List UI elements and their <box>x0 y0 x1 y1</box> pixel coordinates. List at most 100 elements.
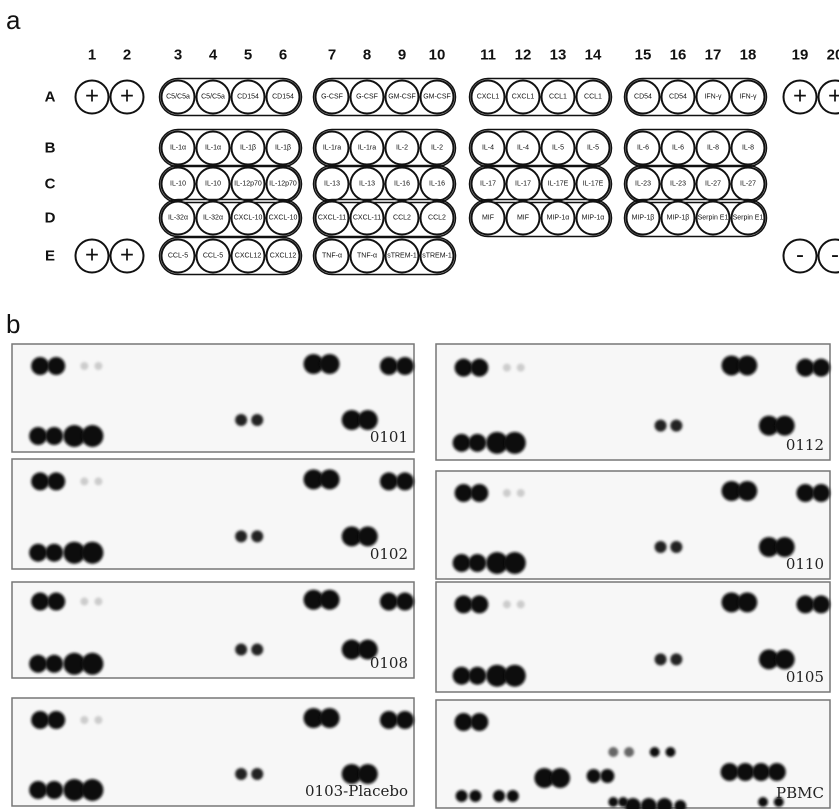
blot-dot <box>812 359 830 377</box>
blot-dot <box>768 763 786 781</box>
spot-label: sTREM-1 <box>387 253 417 260</box>
spot-label: IL-17 <box>515 181 531 188</box>
blot-dot <box>235 530 247 542</box>
spot-label: IL-12p70 <box>269 181 297 188</box>
blot-dot <box>468 434 486 452</box>
blot-dot <box>600 769 614 783</box>
spot-label: TNF-α <box>322 253 342 260</box>
blot: 0105 <box>436 582 830 692</box>
figure: a b 1234567891011121314151617181920A++C5… <box>0 0 839 809</box>
blot-dot <box>650 747 660 757</box>
spot-label: IL-27 <box>740 181 756 188</box>
blot-dot <box>31 711 49 729</box>
spot-label: TNF-α <box>357 253 377 260</box>
spot-label: CCL2 <box>428 215 446 222</box>
blot-dot <box>670 541 682 553</box>
blot-dot <box>453 554 471 572</box>
spot-label: IL-1α <box>170 145 186 152</box>
blot-dot <box>504 665 526 687</box>
blot-dot <box>469 790 481 802</box>
blot-dot <box>358 764 378 784</box>
blot-label: 0102 <box>370 545 408 563</box>
spot-label: + <box>85 83 99 110</box>
column-number: 13 <box>550 47 567 64</box>
spot-label: + <box>85 242 99 269</box>
blot-dot <box>665 747 675 757</box>
spot-label: IL-17E <box>548 181 569 188</box>
spot-label: MIF <box>517 215 529 222</box>
blot-label: 0112 <box>786 436 824 454</box>
spot-label: Serpin E1 <box>733 215 764 222</box>
spot-label: CXCL-10 <box>269 215 298 222</box>
blot-label: 0105 <box>786 668 824 686</box>
blot-dot <box>796 595 814 613</box>
blot: 0101 <box>12 344 414 452</box>
column-number: 4 <box>209 47 218 64</box>
blot-dot <box>81 425 103 447</box>
blot-dot <box>758 797 768 807</box>
blot-dot <box>775 537 795 557</box>
row-label: C <box>45 176 56 193</box>
blot-dot <box>235 768 247 780</box>
row-label: B <box>45 140 56 157</box>
column-number: 8 <box>363 47 371 64</box>
spot-label: CXCL-11 <box>353 215 381 222</box>
spot-label: MIP-1β <box>667 215 690 222</box>
blot-dot <box>320 469 340 489</box>
spot-label: CCL1 <box>584 94 602 101</box>
spot-label: MIP-1α <box>582 215 605 222</box>
spot-label: sTREM-1 <box>422 253 452 260</box>
blot-label: 0103-Placebo <box>305 782 408 800</box>
spot-label: IL-2 <box>396 145 408 152</box>
spot-label: MIP-1α <box>547 215 570 222</box>
blot-dot <box>493 790 505 802</box>
spot-label: IL-23 <box>635 181 651 188</box>
blot-dot <box>655 420 667 432</box>
column-number: 2 <box>123 47 131 64</box>
blot-dot <box>503 364 511 372</box>
blot-dot <box>80 362 88 370</box>
column-number: 9 <box>398 47 406 64</box>
spot-label: IL-1α <box>205 145 221 152</box>
blot-dot <box>80 598 88 606</box>
blot-dot <box>235 644 247 656</box>
blot-dot <box>380 711 398 729</box>
spot-label: CD54 <box>634 94 652 101</box>
blot-dot <box>503 489 511 497</box>
spot-label: Serpin E1 <box>698 215 729 222</box>
blot-dot <box>396 593 414 611</box>
blot-dot <box>235 414 247 426</box>
spot-label: CCL-5 <box>203 253 223 260</box>
blot-dot <box>775 416 795 436</box>
spot-label: IL-17E <box>583 181 604 188</box>
spot-label: MIF <box>482 215 494 222</box>
spot-label: IL-16 <box>429 181 445 188</box>
row-label: E <box>45 248 55 265</box>
spot-label: CCL-5 <box>168 253 188 260</box>
blot-dot <box>81 779 103 801</box>
blot-dot <box>29 781 47 799</box>
spot-label: CXCL-11 <box>318 215 346 222</box>
spot-label: IL-5 <box>587 145 599 152</box>
blot-dot <box>80 716 88 724</box>
spot-label: MIP-1β <box>632 215 655 222</box>
blot: 0103-Placebo <box>12 698 414 806</box>
blot-dot <box>396 711 414 729</box>
blot-dot <box>812 595 830 613</box>
spot-label: CXCL12 <box>235 253 262 260</box>
blot-dot <box>670 420 682 432</box>
blot-dot <box>504 432 526 454</box>
column-number: 3 <box>174 47 182 64</box>
column-number: 17 <box>705 47 722 64</box>
spot-label: GM-CSF <box>423 94 451 101</box>
spot-label: + <box>120 242 134 269</box>
blot-dot <box>796 484 814 502</box>
blot-dot <box>655 541 667 553</box>
spot-label: G-CSF <box>356 94 378 101</box>
blot-dot <box>396 472 414 490</box>
spot-label: IL-6 <box>672 145 684 152</box>
blot-dot <box>608 797 618 807</box>
spot-label: IL-10 <box>170 181 186 188</box>
blot-dot <box>47 593 65 611</box>
spot-label: IL-1ra <box>358 145 376 152</box>
